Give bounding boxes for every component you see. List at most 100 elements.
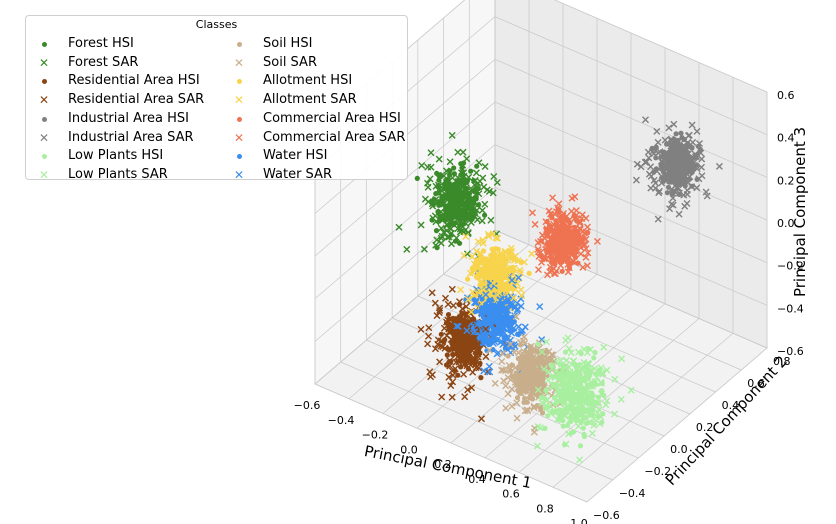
x-marker-icon: ✕ bbox=[38, 55, 50, 70]
point-forest-sar bbox=[481, 200, 489, 208]
point-commercial-area-sar bbox=[555, 206, 562, 214]
point-commercial-area-hsi bbox=[562, 256, 568, 262]
point-soil-sar bbox=[517, 364, 525, 372]
point-residential-area-sar bbox=[468, 384, 476, 392]
point-industrial-area-sar bbox=[637, 163, 645, 171]
point-commercial-area-sar bbox=[546, 268, 554, 276]
point-forest-hsi bbox=[482, 212, 488, 218]
point-forest-sar bbox=[438, 232, 446, 240]
point-commercial-area-sar bbox=[554, 204, 562, 212]
x-marker-icon: ✕ bbox=[38, 93, 50, 108]
point-commercial-area-hsi bbox=[566, 265, 573, 271]
point-residential-area-sar bbox=[482, 353, 490, 361]
point-soil-sar bbox=[529, 386, 537, 394]
point-water-sar bbox=[493, 308, 501, 316]
point-low-plants-sar bbox=[548, 365, 556, 373]
point-industrial-area-sar bbox=[698, 155, 706, 163]
point-low-plants-hsi bbox=[577, 443, 584, 449]
point-forest-hsi bbox=[476, 202, 482, 208]
point-allotment-sar bbox=[491, 259, 499, 267]
point-industrial-area-hsi bbox=[676, 191, 682, 197]
point-allotment-sar bbox=[518, 292, 526, 300]
point-low-plants-hsi bbox=[580, 425, 587, 431]
point-forest-hsi bbox=[433, 228, 440, 234]
point-forest-sar bbox=[424, 198, 432, 206]
x-tick-label: 1.0 bbox=[570, 517, 588, 524]
point-industrial-area-sar bbox=[673, 184, 681, 192]
point-forest-sar bbox=[443, 233, 451, 241]
point-residential-area-sar bbox=[472, 364, 480, 372]
point-allotment-sar bbox=[486, 271, 494, 279]
point-commercial-area-sar bbox=[565, 243, 573, 251]
point-soil-sar bbox=[507, 340, 515, 348]
point-industrial-area-sar bbox=[693, 127, 701, 135]
point-low-plants-sar bbox=[590, 418, 598, 426]
point-forest-sar bbox=[471, 181, 478, 189]
point-water-sar bbox=[500, 318, 508, 326]
point-water-sar bbox=[454, 323, 462, 330]
point-forest-hsi bbox=[459, 201, 466, 207]
grid-line bbox=[314, 383, 588, 503]
point-residential-area-sar bbox=[425, 324, 433, 332]
point-forest-sar bbox=[395, 223, 403, 231]
point-low-plants-sar bbox=[595, 406, 603, 414]
dot-marker-icon bbox=[34, 35, 54, 53]
point-soil-hsi bbox=[527, 393, 534, 399]
point-water-hsi bbox=[471, 297, 477, 303]
point-allotment-hsi bbox=[510, 264, 516, 271]
point-residential-area-hsi bbox=[458, 364, 464, 370]
point-industrial-area-sar bbox=[642, 116, 649, 124]
point-forest-hsi bbox=[457, 215, 464, 221]
point-commercial-area-sar bbox=[545, 207, 553, 215]
point-allotment-hsi bbox=[482, 281, 488, 287]
point-commercial-area-sar bbox=[583, 262, 591, 270]
point-soil-hsi bbox=[548, 355, 554, 361]
point-residential-area-sar bbox=[458, 305, 466, 313]
point-residential-area-sar bbox=[467, 315, 475, 323]
point-low-plants-hsi bbox=[581, 431, 587, 437]
point-industrial-area-sar bbox=[691, 150, 699, 158]
point-water-sar bbox=[492, 316, 500, 324]
point-forest-hsi bbox=[443, 177, 449, 183]
point-soil-sar bbox=[530, 402, 538, 410]
point-commercial-area-sar bbox=[580, 229, 588, 237]
point-forest-sar bbox=[454, 148, 462, 156]
point-forest-sar bbox=[445, 204, 453, 212]
point-low-plants-sar bbox=[538, 348, 546, 356]
point-allotment-hsi bbox=[496, 273, 502, 279]
point-industrial-area-sar bbox=[680, 191, 688, 199]
point-low-plants-sar bbox=[547, 410, 555, 418]
point-forest-sar bbox=[462, 220, 470, 228]
point-residential-area-sar bbox=[448, 393, 456, 401]
point-low-plants-hsi bbox=[577, 380, 583, 386]
point-allotment-sar bbox=[517, 286, 525, 294]
x-marker-icon: ✕ bbox=[233, 130, 245, 145]
point-industrial-area-sar bbox=[665, 124, 673, 132]
grid-line bbox=[494, 187, 768, 306]
point-soil-hsi bbox=[514, 395, 521, 401]
point-soil-hsi bbox=[527, 347, 534, 353]
point-water-sar bbox=[517, 328, 525, 336]
point-residential-area-sar bbox=[451, 365, 459, 373]
point-soil-hsi bbox=[522, 395, 528, 402]
x-tick-label: −0.6 bbox=[294, 399, 321, 412]
point-industrial-area-sar bbox=[675, 210, 683, 218]
point-residential-area-sar bbox=[471, 342, 479, 350]
legend-label: Water SAR bbox=[263, 166, 332, 182]
point-soil-sar bbox=[518, 374, 526, 382]
point-low-plants-sar bbox=[597, 364, 605, 372]
point-industrial-area-sar bbox=[688, 121, 696, 129]
point-industrial-area-sar bbox=[695, 175, 703, 183]
point-forest-sar bbox=[472, 169, 480, 177]
point-commercial-area-sar bbox=[578, 211, 586, 219]
x-marker-icon: ✕ bbox=[38, 130, 50, 145]
point-industrial-area-sar bbox=[702, 188, 710, 196]
point-low-plants-sar bbox=[557, 370, 565, 378]
point-low-plants-hsi bbox=[579, 375, 585, 381]
point-industrial-area-sar bbox=[663, 161, 671, 169]
point-forest-sar bbox=[448, 185, 456, 193]
z-tick-label: −0.4 bbox=[777, 302, 804, 315]
point-soil-sar bbox=[513, 414, 521, 422]
point-industrial-area-sar bbox=[632, 176, 640, 184]
legend-title: Classes bbox=[195, 18, 238, 31]
